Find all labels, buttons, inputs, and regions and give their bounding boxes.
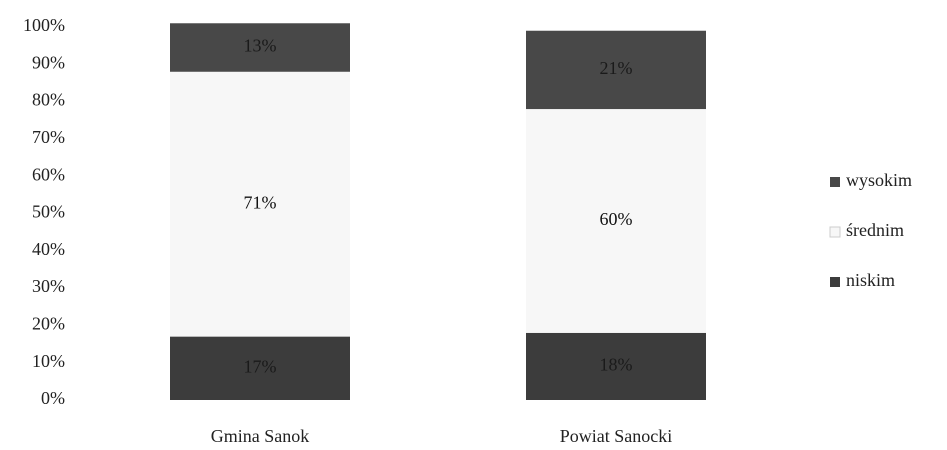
- x-tick-label: Gmina Sanok: [211, 426, 310, 446]
- value-label: 60%: [600, 209, 633, 229]
- y-tick-label: 10%: [32, 351, 65, 371]
- x-tick-label: Powiat Sanocki: [560, 426, 673, 446]
- bar-segment: [526, 332, 706, 400]
- y-tick-label: 40%: [32, 239, 65, 259]
- legend-swatch: [830, 177, 840, 187]
- y-tick-label: 30%: [32, 276, 65, 296]
- value-label: 17%: [244, 356, 277, 376]
- value-label: 13%: [244, 36, 277, 56]
- legend-label: niskim: [846, 270, 895, 290]
- value-label: 71%: [244, 192, 277, 212]
- value-label: 21%: [600, 58, 633, 78]
- y-tick-label: 0%: [41, 388, 65, 408]
- bar-segment: [526, 109, 706, 333]
- legend-swatch: [830, 277, 840, 287]
- y-tick-label: 90%: [32, 52, 65, 72]
- bar-segment: [170, 71, 350, 337]
- y-tick-label: 60%: [32, 164, 65, 184]
- legend-swatch: [829, 226, 841, 238]
- value-label: 18%: [600, 355, 633, 375]
- y-tick-label: 20%: [32, 314, 65, 334]
- y-tick-label: 100%: [23, 15, 65, 35]
- bar-segment: [170, 336, 350, 400]
- y-tick-label: 80%: [32, 90, 65, 110]
- bar-segment: [526, 30, 706, 110]
- y-tick-label: 50%: [32, 202, 65, 222]
- y-tick-label: 70%: [32, 127, 65, 147]
- bar-segment: [170, 23, 350, 72]
- legend-label: wysokim: [846, 170, 912, 190]
- legend-label: średnim: [846, 220, 904, 240]
